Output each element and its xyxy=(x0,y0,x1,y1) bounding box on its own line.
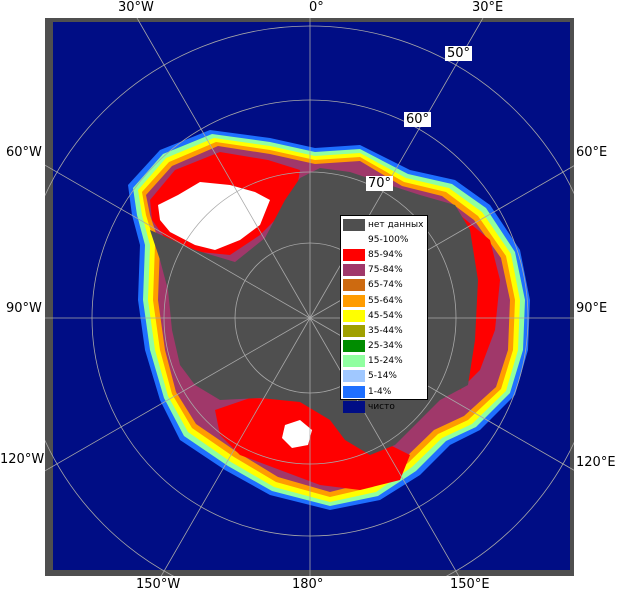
meridian-150w xyxy=(160,317,311,576)
lon-label-90w: 90°W xyxy=(6,301,42,316)
legend-item: нет данных xyxy=(343,217,425,232)
lon-label-150w: 150°W xyxy=(136,577,181,592)
legend-label: 15-24% xyxy=(368,356,403,367)
lon-label-0: 0° xyxy=(309,0,324,15)
lon-label-120w: 120°W xyxy=(0,452,45,467)
legend-item: 55-64% xyxy=(343,293,425,308)
lon-label-90e: 90°E xyxy=(576,301,608,316)
legend-swatch xyxy=(343,233,365,246)
legend-swatch xyxy=(343,385,365,398)
meridian-120w xyxy=(45,317,311,472)
legend-label: 5-14% xyxy=(368,371,397,382)
lon-label-30w: 30°W xyxy=(118,0,154,15)
legend-label: 95-100% xyxy=(368,234,409,245)
lon-label-60w: 60°W xyxy=(6,145,42,160)
legend-item: 75-84% xyxy=(343,263,425,278)
legend-item: 15-24% xyxy=(343,354,425,369)
legend-label: 55-64% xyxy=(368,295,403,306)
meridian-30w xyxy=(136,18,311,319)
legend-label: нет данных xyxy=(368,219,424,230)
meridian-30e xyxy=(309,18,484,319)
lon-label-150e: 150°E xyxy=(450,577,490,592)
legend-swatch xyxy=(343,264,365,277)
ice-zone-85-94-ross xyxy=(215,398,410,490)
meridian-60w xyxy=(45,164,311,319)
legend-label: 45-54% xyxy=(368,310,403,321)
legend-item: 65-74% xyxy=(343,278,425,293)
legend-swatch xyxy=(343,355,365,368)
legend-swatch xyxy=(343,279,365,292)
ice-zone-95-100-ross xyxy=(282,420,312,448)
legend-swatch xyxy=(343,248,365,261)
legend-swatch xyxy=(343,309,365,322)
legend: нет данных 95-100% 85-94% 75-84% 65-74% 55-64… xyxy=(340,215,428,413)
legend-label: 65-74% xyxy=(368,280,403,291)
lat-label-50: 50° xyxy=(445,46,473,61)
lon-label-120e: 120°E xyxy=(576,455,616,470)
legend-swatch xyxy=(343,218,365,231)
legend-label: 35-44% xyxy=(368,325,403,336)
legend-item: 35-44% xyxy=(343,323,425,338)
legend-label: 85-94% xyxy=(368,249,403,260)
lat-label-70: 70° xyxy=(366,176,394,191)
legend-swatch xyxy=(343,370,365,383)
legend-swatch xyxy=(343,324,365,337)
legend-item: 1-4% xyxy=(343,384,425,399)
lon-label-30e: 30°E xyxy=(472,0,504,15)
ice-zone-95-100-weddell xyxy=(158,182,270,250)
legend-item: 45-54% xyxy=(343,308,425,323)
legend-swatch xyxy=(343,400,365,413)
lat-label-60: 60° xyxy=(404,112,432,127)
legend-label: 1-4% xyxy=(368,386,392,397)
legend-item: 95-100% xyxy=(343,232,425,247)
legend-label: 75-84% xyxy=(368,265,403,276)
legend-swatch xyxy=(343,294,365,307)
lon-label-60e: 60°E xyxy=(576,145,608,160)
legend-item: 5-14% xyxy=(343,369,425,384)
legend-item: 85-94% xyxy=(343,247,425,262)
legend-item: чисто xyxy=(343,399,425,414)
legend-swatch xyxy=(343,340,365,353)
legend-item: 25-34% xyxy=(343,339,425,354)
lon-label-180: 180° xyxy=(292,577,324,592)
legend-label: чисто xyxy=(368,401,395,412)
legend-label: 25-34% xyxy=(368,341,403,352)
meridian-150e xyxy=(309,317,460,576)
